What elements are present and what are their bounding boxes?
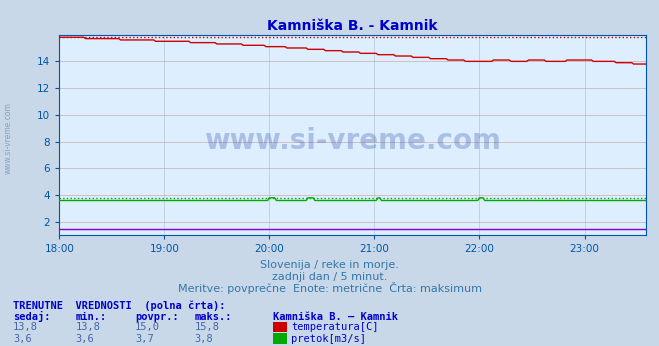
Text: www.si-vreme.com: www.si-vreme.com xyxy=(4,102,13,174)
Text: 3,6: 3,6 xyxy=(13,334,32,344)
Text: 13,8: 13,8 xyxy=(76,322,101,333)
Text: 13,8: 13,8 xyxy=(13,322,38,333)
Text: Kamniška B. – Kamnik: Kamniška B. – Kamnik xyxy=(273,312,399,322)
Text: Meritve: povprečne  Enote: metrične  Črta: maksimum: Meritve: povprečne Enote: metrične Črta:… xyxy=(177,282,482,294)
Text: www.si-vreme.com: www.si-vreme.com xyxy=(204,127,501,155)
Text: 3,7: 3,7 xyxy=(135,334,154,344)
Text: TRENUTNE  VREDNOSTI  (polna črta):: TRENUTNE VREDNOSTI (polna črta): xyxy=(13,300,225,311)
Text: 15,0: 15,0 xyxy=(135,322,160,333)
Text: pretok[m3/s]: pretok[m3/s] xyxy=(291,334,366,344)
Text: temperatura[C]: temperatura[C] xyxy=(291,322,379,333)
Text: 3,8: 3,8 xyxy=(194,334,213,344)
Text: 3,6: 3,6 xyxy=(76,334,94,344)
Text: 15,8: 15,8 xyxy=(194,322,219,333)
Title: Kamniška B. - Kamnik: Kamniška B. - Kamnik xyxy=(268,19,438,34)
Text: zadnji dan / 5 minut.: zadnji dan / 5 minut. xyxy=(272,272,387,282)
Text: maks.:: maks.: xyxy=(194,312,232,322)
Text: Slovenija / reke in morje.: Slovenija / reke in morje. xyxy=(260,260,399,270)
Text: povpr.:: povpr.: xyxy=(135,312,179,322)
Text: sedaj:: sedaj: xyxy=(13,311,51,322)
Text: min.:: min.: xyxy=(76,312,107,322)
